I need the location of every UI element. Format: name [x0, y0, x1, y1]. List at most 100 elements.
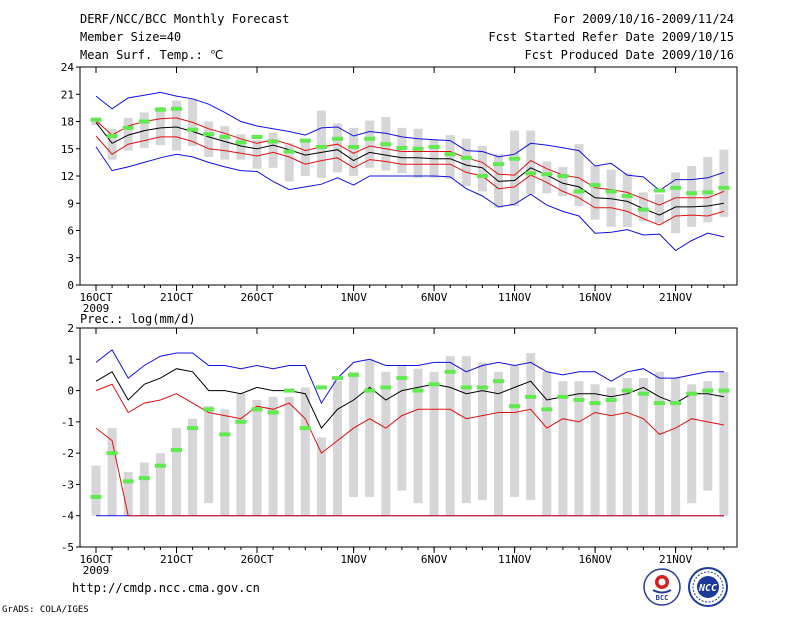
prec-y-tick-label: -1 — [61, 416, 74, 429]
prec-green-marker — [267, 410, 279, 415]
precip-panel-label: Prec.: log(mm/d) — [80, 312, 196, 326]
temp-green-marker — [460, 155, 472, 160]
prec-green-marker — [154, 463, 166, 468]
ncc-logo: NCC — [688, 567, 728, 607]
temp-green-marker — [396, 145, 408, 150]
temp-box — [220, 126, 230, 160]
chart-title: DERF/NCC/BCC Monthly Forecast — [80, 12, 290, 26]
temp-x-tick-label: 21OCT — [160, 291, 193, 304]
temp-x-tick-label: 21NOV — [659, 291, 692, 304]
prec-box — [91, 465, 101, 516]
prec-green-marker — [251, 407, 263, 412]
prec-green-marker — [637, 391, 649, 396]
prec-y-tick-label: 0 — [67, 385, 74, 398]
temp-green-marker — [203, 132, 215, 137]
temp-x-tick-label: 6NOV — [421, 291, 448, 304]
prec-box — [381, 371, 391, 516]
prec-box — [413, 368, 423, 504]
prec-box — [606, 387, 616, 516]
prec-box — [703, 381, 713, 491]
prec-x-tick-label: 21OCT — [160, 553, 193, 566]
prec-y-tick-label: -5 — [61, 541, 74, 554]
prec-box — [252, 399, 262, 516]
prec-box — [494, 371, 503, 516]
temp-x-tick-label: 16OCT — [79, 291, 112, 304]
source-url[interactable]: http://cmdp.ncc.cma.gov.cn — [72, 581, 260, 595]
temp-green-marker — [348, 144, 360, 149]
temp-y-tick-label: 9 — [67, 197, 74, 210]
prec-box — [284, 396, 294, 516]
temp-blue-lower-line — [95, 146, 725, 252]
prec-box — [719, 371, 729, 516]
temp-x-year-label: 2009 — [83, 302, 110, 315]
prec-box — [558, 381, 568, 516]
prec-green-marker — [621, 388, 633, 393]
prec-x-tick-label: 11NOV — [498, 553, 531, 566]
temp-box — [316, 110, 326, 178]
prec-box — [397, 365, 407, 491]
temp-green-marker — [670, 185, 682, 190]
temp-box — [477, 146, 487, 192]
prec-blue-upper-line — [95, 349, 724, 405]
bcc-logo-text: BCC — [656, 594, 669, 602]
prec-box — [526, 353, 536, 501]
prec-green-marker — [460, 385, 472, 390]
temp-green-marker — [187, 127, 199, 132]
temp-box — [107, 128, 117, 160]
prec-box — [574, 381, 584, 516]
temp-box — [236, 134, 246, 160]
prec-box — [622, 378, 632, 516]
temp-red-lower-line — [95, 135, 725, 226]
prec-box — [268, 396, 278, 516]
temp-green-marker — [654, 188, 665, 193]
prec-green-marker — [332, 376, 343, 381]
prec-box — [220, 409, 230, 516]
temp-ensemble-mean-line — [95, 122, 724, 216]
prec-green-marker — [509, 404, 521, 409]
temp-box — [622, 173, 632, 227]
prec-box — [123, 471, 133, 516]
temp-y-tick-label: 6 — [67, 225, 74, 238]
prec-box — [139, 462, 149, 516]
prec-ensemble-mean-line — [95, 368, 724, 430]
temp-green-marker — [267, 139, 279, 144]
temp-box — [542, 161, 552, 194]
prec-plot-frame — [79, 327, 738, 548]
temp-green-marker — [493, 162, 504, 167]
prec-green-marker — [493, 379, 504, 384]
temp-box — [204, 121, 214, 157]
prec-box — [204, 406, 214, 504]
temp-box — [365, 120, 375, 168]
prec-green-marker — [203, 407, 215, 412]
temp-green-marker — [154, 107, 166, 112]
prec-green-marker — [444, 369, 456, 374]
temp-green-marker — [106, 134, 118, 139]
prec-green-marker — [348, 372, 360, 377]
prec-x-year-label: 2009 — [83, 564, 110, 577]
temp-green-marker — [283, 149, 295, 154]
prec-box — [477, 362, 487, 501]
temp-box — [719, 149, 729, 217]
temp-box — [638, 192, 648, 222]
prec-x-tick-label: 16NOV — [579, 553, 612, 566]
temp-box — [333, 123, 342, 173]
temp-box — [413, 128, 423, 178]
temp-blue-upper-line — [95, 91, 725, 192]
prec-box — [445, 356, 455, 516]
temp-box — [397, 127, 407, 174]
temp-box — [123, 117, 133, 151]
prec-x-tick-label: 21NOV — [659, 553, 692, 566]
variable-label: Mean Surf. Temp.: ℃ — [80, 48, 224, 62]
prec-y-tick-label: 2 — [67, 322, 74, 335]
temp-box — [526, 130, 536, 195]
prec-green-marker — [299, 426, 311, 431]
temp-green-marker — [718, 185, 730, 190]
temp-box — [284, 143, 294, 182]
prec-green-marker — [138, 476, 150, 481]
prec-green-marker — [702, 388, 714, 393]
temp-green-marker — [557, 174, 569, 178]
temp-y-tick-label: 3 — [67, 252, 74, 265]
temp-green-marker — [122, 125, 134, 130]
prec-y-tick-label: -3 — [61, 478, 74, 491]
